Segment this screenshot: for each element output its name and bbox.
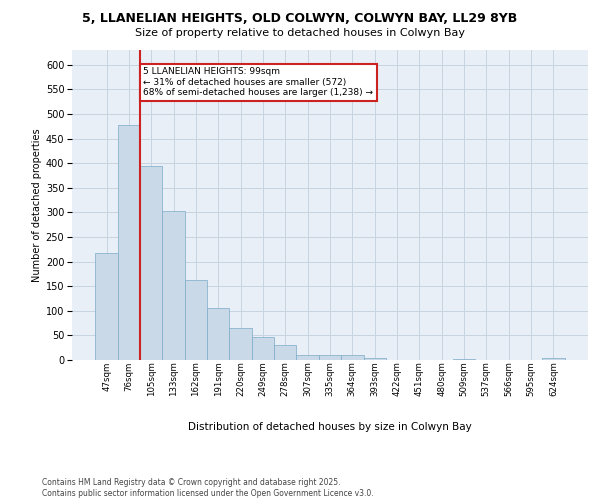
Text: 5 LLANELIAN HEIGHTS: 99sqm
← 31% of detached houses are smaller (572)
68% of sem: 5 LLANELIAN HEIGHTS: 99sqm ← 31% of deta… <box>143 67 373 97</box>
Bar <box>95 252 118 360</box>
Bar <box>207 308 229 360</box>
Bar <box>229 328 252 360</box>
Y-axis label: Number of detached properties: Number of detached properties <box>32 128 41 282</box>
Bar <box>252 337 274 360</box>
Text: 5, LLANELIAN HEIGHTS, OLD COLWYN, COLWYN BAY, LL29 8YB: 5, LLANELIAN HEIGHTS, OLD COLWYN, COLWYN… <box>82 12 518 26</box>
Bar <box>341 355 364 360</box>
Bar <box>542 358 565 360</box>
Bar <box>274 345 296 360</box>
Bar <box>163 212 185 360</box>
Text: Contains HM Land Registry data © Crown copyright and database right 2025.
Contai: Contains HM Land Registry data © Crown c… <box>42 478 374 498</box>
Bar <box>118 125 140 360</box>
Text: Size of property relative to detached houses in Colwyn Bay: Size of property relative to detached ho… <box>135 28 465 38</box>
Bar <box>185 280 207 360</box>
Bar <box>319 355 341 360</box>
Bar <box>140 166 163 360</box>
Bar <box>296 355 319 360</box>
Bar <box>453 358 475 360</box>
Bar <box>364 358 386 360</box>
Text: Distribution of detached houses by size in Colwyn Bay: Distribution of detached houses by size … <box>188 422 472 432</box>
